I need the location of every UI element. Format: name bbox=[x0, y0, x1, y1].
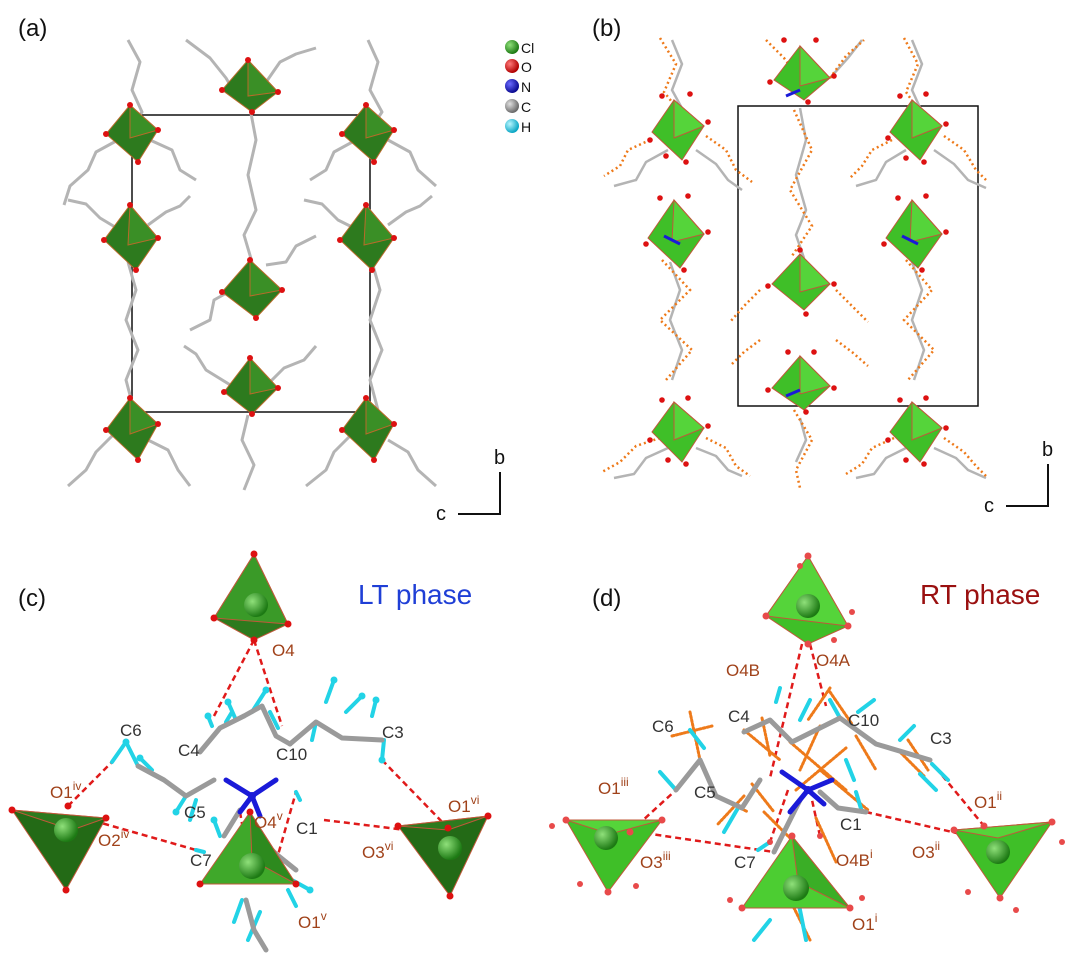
o-atoms-b bbox=[643, 37, 949, 467]
panel-d: (d) RT phase bbox=[549, 552, 1065, 942]
legend-cl: Cl bbox=[521, 40, 534, 56]
label-c-o3vi: O3vi bbox=[362, 839, 393, 862]
label-d-c5: C5 bbox=[694, 783, 716, 802]
label-d-c3: C3 bbox=[930, 729, 952, 748]
alkyl-chains-b bbox=[613, 39, 987, 480]
n-atoms-b bbox=[663, 88, 919, 398]
label-c-c7: C7 bbox=[190, 851, 212, 870]
legend-n: N bbox=[521, 79, 531, 95]
panel-b: (b) bbox=[592, 15, 1053, 517]
label-d-c10: C10 bbox=[848, 711, 879, 730]
tetrahedron-bottom-c bbox=[199, 810, 297, 885]
panel-b-label: (b) bbox=[592, 15, 621, 42]
atom-legend: Cl O N C H bbox=[505, 40, 534, 135]
cation-skeleton-c bbox=[135, 703, 385, 953]
legend-h-icon bbox=[505, 119, 519, 133]
axis-c-label-b: c bbox=[984, 495, 994, 517]
axis-c-label-a: c bbox=[436, 503, 446, 525]
tetrahedron-left-d bbox=[565, 819, 663, 893]
atom-labels-d: O4B O4A C6 C4 C10 C3 O1iii C5 C1 O1ii O3… bbox=[598, 651, 1002, 934]
legend-o-icon bbox=[505, 59, 519, 73]
label-d-c7: C7 bbox=[734, 853, 756, 872]
label-d-o3ii: O3ii bbox=[912, 839, 940, 862]
legend-h: H bbox=[521, 119, 531, 135]
label-c-o4: O4 bbox=[272, 641, 295, 660]
panel-a-label: (a) bbox=[18, 15, 47, 42]
label-c-c5: C5 bbox=[184, 803, 206, 822]
label-c-o1iv: O1iv bbox=[50, 779, 81, 802]
label-d-o1ii: O1ii bbox=[974, 789, 1002, 812]
tetrahedron-top-c bbox=[213, 552, 289, 641]
label-c-o1vi: O1vi bbox=[448, 793, 479, 816]
label-c-c6: C6 bbox=[120, 721, 142, 740]
label-c-o1v: O1v bbox=[298, 909, 327, 932]
panel-d-label: (d) bbox=[592, 585, 621, 612]
label-c-c10: C10 bbox=[276, 745, 307, 764]
label-c-c4: C4 bbox=[178, 741, 200, 760]
tetrahedron-right-c bbox=[397, 815, 489, 897]
tetrahedron-right-d bbox=[953, 821, 1054, 899]
label-d-o3iii: O3iii bbox=[640, 849, 671, 872]
panel-c-label: (c) bbox=[18, 585, 46, 612]
label-d-o4a: O4A bbox=[816, 651, 851, 670]
perchlorate-tetrahedra-a bbox=[103, 58, 396, 461]
legend-c: C bbox=[521, 99, 531, 115]
o-atoms-c bbox=[8, 550, 492, 900]
nitrogen-atom-d bbox=[804, 786, 812, 794]
label-d-c6: C6 bbox=[652, 717, 674, 736]
unit-cell-b bbox=[737, 105, 979, 407]
rt-phase-title: RT phase bbox=[920, 579, 1040, 610]
axis-b-label-b: b bbox=[1042, 439, 1053, 461]
label-d-o1i: O1i bbox=[852, 911, 877, 934]
o-atoms-a bbox=[101, 57, 397, 463]
panel-c: (c) LT phase bbox=[8, 550, 492, 953]
label-c-c1: C1 bbox=[296, 819, 318, 838]
o-atoms-d bbox=[549, 552, 1065, 913]
legend-c-icon bbox=[505, 99, 519, 113]
tetrahedron-bottom-d bbox=[741, 834, 852, 909]
axes-a: b c bbox=[436, 447, 505, 525]
label-d-o1iii: O1iii bbox=[598, 775, 629, 798]
axis-b-label-a: b bbox=[494, 447, 505, 469]
h-bonds-c bbox=[67, 639, 449, 871]
label-d-c4: C4 bbox=[728, 707, 750, 726]
legend-o: O bbox=[521, 59, 532, 75]
nitrogen-atom-c bbox=[248, 792, 256, 800]
h-atom-ends-c bbox=[122, 676, 386, 894]
lt-phase-title: LT phase bbox=[358, 579, 472, 610]
hydrogens-d bbox=[658, 686, 950, 942]
legend-n-icon bbox=[505, 79, 519, 93]
label-c-c3: C3 bbox=[382, 723, 404, 742]
label-d-c1: C1 bbox=[840, 815, 862, 834]
tetrahedron-left-c bbox=[11, 809, 107, 891]
label-d-o4b: O4B bbox=[726, 661, 760, 680]
tetrahedron-top-d bbox=[765, 555, 849, 645]
label-c-o4v: O4v bbox=[254, 809, 283, 832]
disorder-chains-b bbox=[601, 37, 987, 489]
axes-b: b c bbox=[984, 439, 1053, 517]
legend-cl-icon bbox=[505, 40, 519, 54]
label-d-o4bi: O4Bi bbox=[836, 847, 873, 870]
panel-a: (a) bbox=[18, 15, 534, 525]
atom-labels-c: O4 C6 C4 C10 C3 O1iv O2iv C5 O4v C1 O3vi… bbox=[50, 641, 479, 932]
label-c-o2iv: O2iv bbox=[98, 827, 129, 850]
